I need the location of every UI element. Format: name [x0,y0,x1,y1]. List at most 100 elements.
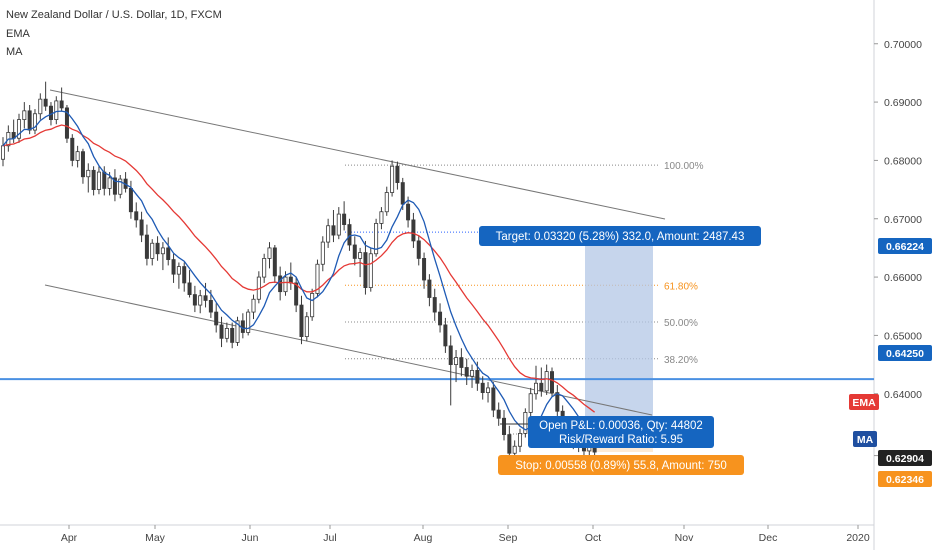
candle-bull [310,293,315,318]
legend-ma[interactable]: MA [6,46,23,58]
stop-label: Stop: 0.00558 (0.89%) 55.8, Amount: 750 [515,460,727,472]
target-label: Target: 0.03320 (5.28%) 332.0, Amount: 2… [496,231,745,243]
candle-bear [502,417,507,435]
candle-bull [518,433,523,447]
x-tick-label: Jul [323,532,336,544]
candle-bear [64,107,69,139]
price-tag-label: MA [857,434,874,446]
candle-bear [144,234,149,259]
price-tag-label: 0.64250 [886,348,924,360]
candle-bear [507,434,512,454]
candle-bear [416,240,421,259]
candle-bull [320,241,325,265]
candle-bear [395,165,400,183]
candle-bear [278,275,283,293]
trade-labels: Target: 0.03320 (5.28%) 332.0, Amount: 2… [479,226,761,475]
pnl-box [528,416,714,448]
trend-channel[interactable] [44,89,666,416]
candle-bear [182,266,187,284]
candle-bull [384,192,389,213]
candle-bull [470,370,475,377]
candle-bull [86,169,91,178]
candle-bear [102,171,107,189]
candle-bear [294,282,299,306]
candle-bear [192,294,197,306]
candle-bull [358,252,363,259]
candle-bear [203,295,208,301]
candle-bull [118,178,123,195]
candle-bull [512,445,517,454]
candle-bear [331,225,336,236]
candle-bear [43,98,48,107]
candle-bull [315,263,320,294]
price-tag-label: EMA [852,397,876,409]
candle-bear [459,357,464,368]
candle-bull [235,320,240,343]
candle-bull [267,247,272,259]
candle-bear [230,328,235,343]
candle-bear [491,387,496,411]
candle-bull [523,412,528,434]
y-tick-label: 0.64000 [884,389,922,401]
candle-bear [539,382,544,392]
y-tick-label: 0.66000 [884,272,922,284]
candle-bear [299,304,304,337]
candle-bull [16,119,21,139]
candles [0,81,597,470]
x-tick-label: Jun [242,532,259,544]
legend-ema[interactable]: EMA [6,28,31,40]
y-tick-label: 0.68000 [884,155,922,167]
candle-bull [96,171,101,190]
candle-bull [390,165,395,193]
candle-bull [262,258,267,278]
rr-label: Risk/Reward Ratio: 5.95 [559,434,683,446]
price-tag-bg [878,471,932,487]
price-tag-bg [849,394,879,410]
price-tag-bg [878,238,932,254]
target-box [479,226,761,246]
x-tick-label: May [145,532,166,544]
candle-bear [59,100,64,109]
ma-line [2,110,596,443]
candle-bear [128,188,133,213]
channel-upper-line[interactable] [49,89,666,220]
candle-bear [48,105,53,120]
candle-bear [406,203,411,221]
price-tag-label: 0.66224 [886,241,924,253]
candle-bull [54,100,59,120]
candle-bull [528,393,533,413]
x-tick-label: Oct [585,532,601,544]
time-axis[interactable]: Apr May Jun Jul Aug Sep Oct Nov Dec 2020 [61,525,870,544]
candle-bull [283,276,288,293]
fib-label: 38.20% [664,355,698,366]
candle-bear [496,409,501,419]
stop-box [498,455,744,475]
candle-bull [304,316,309,337]
candle-bull [22,110,27,120]
candle-bear [112,177,117,195]
candle-bear [352,244,357,259]
candle-bear [80,151,85,178]
candle-bull [107,177,112,189]
candle-bear [422,258,427,281]
candle-bear [91,169,96,190]
pnl-label: Open P&L: 0.00036, Qty: 44802 [539,420,703,432]
x-tick-label: Dec [759,532,778,544]
channel-lower-line[interactable] [44,284,653,416]
candle-bull [246,311,251,333]
candle-bull [486,387,491,393]
candle-bear [549,371,554,393]
candle-bear [27,110,32,131]
candle-bull [251,298,256,313]
candle-bear [208,300,213,313]
fib-label: 100.00% [664,161,704,172]
candle-bear [187,282,192,295]
candle-bear [272,247,277,277]
candle-bear [400,182,405,205]
moving-averages [2,110,596,443]
fib-label: 50.00% [664,318,698,329]
candle-bear [347,224,352,246]
candle-bear [555,392,560,412]
target-zone[interactable] [585,240,653,418]
